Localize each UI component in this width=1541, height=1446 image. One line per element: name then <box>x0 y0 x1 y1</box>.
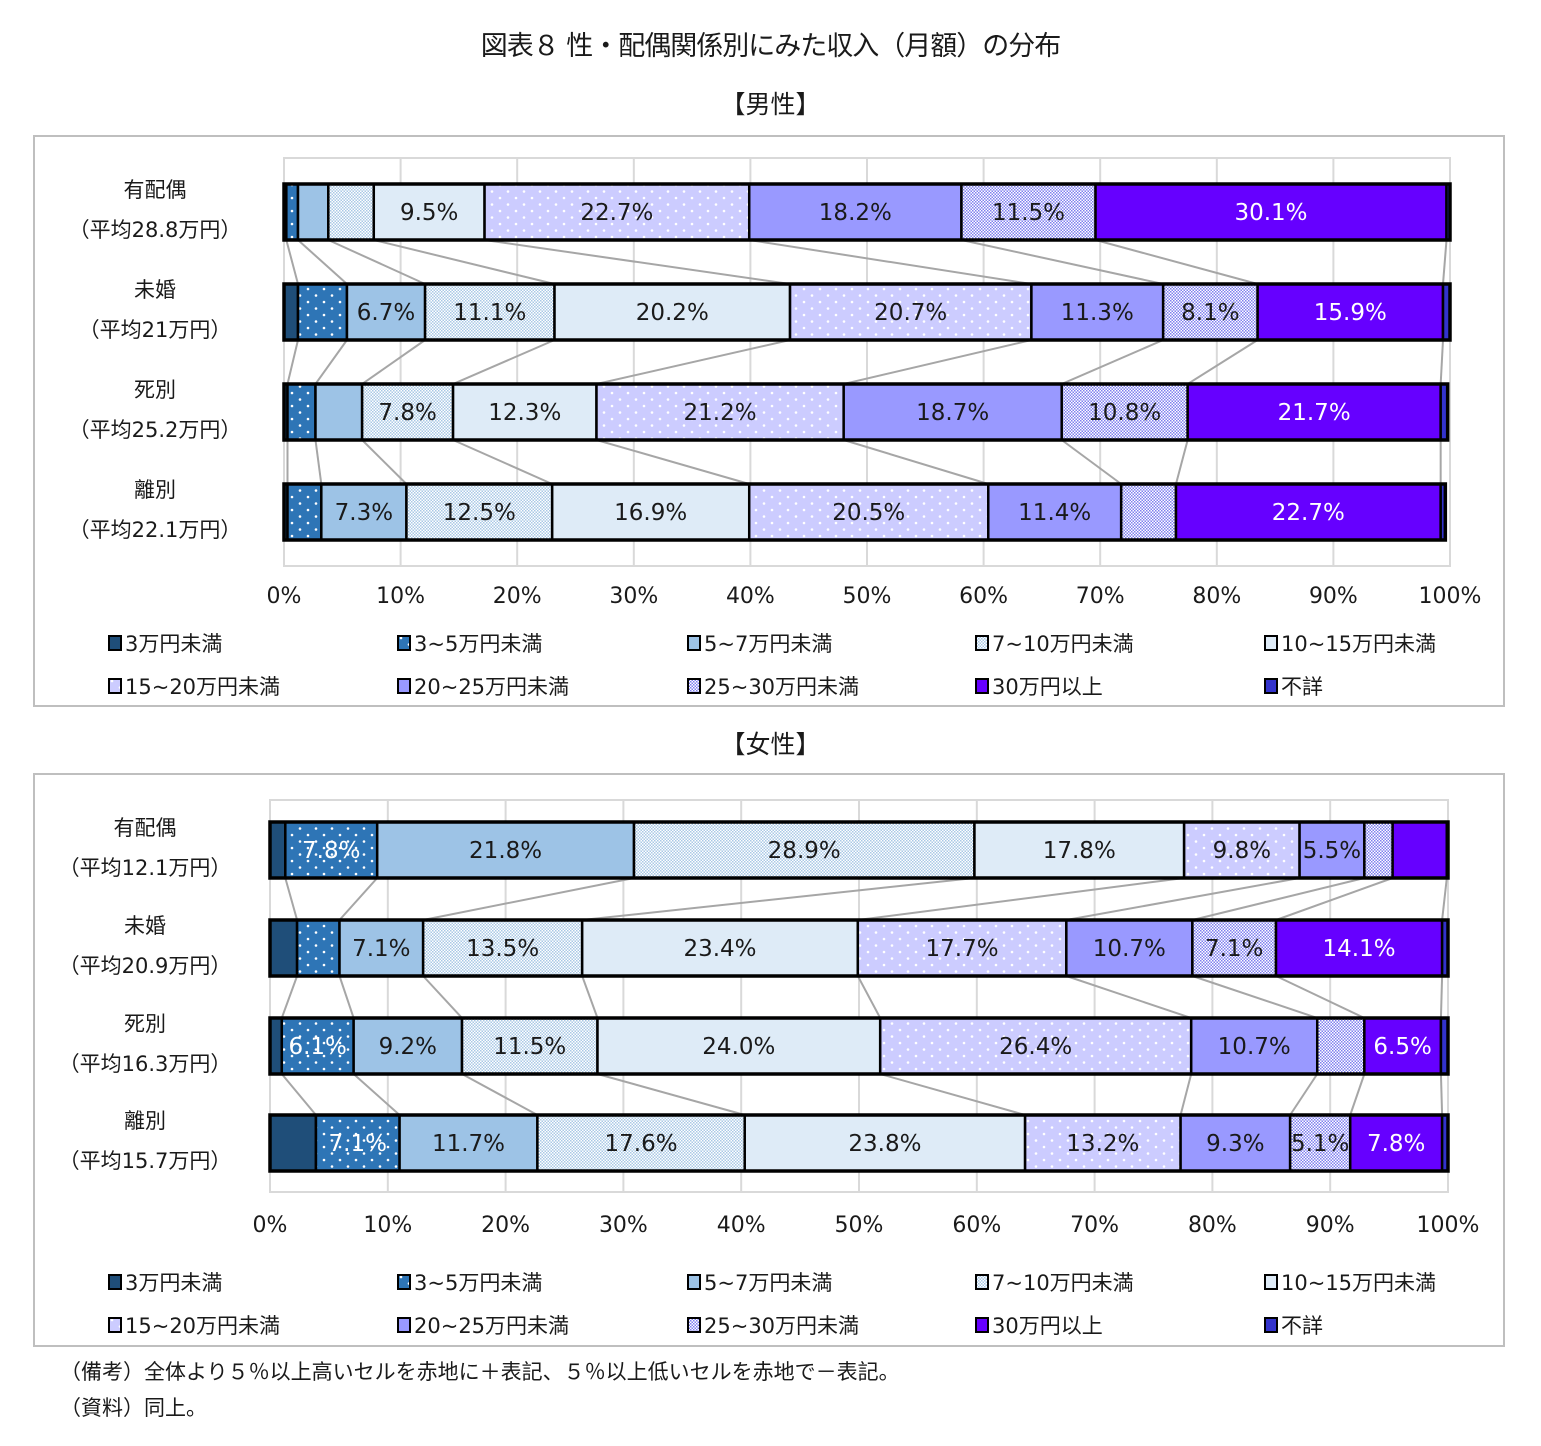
figure-title: 図表８ 性・配偶関係別にみた収入（月額）の分布 <box>480 31 1062 62</box>
female-chart-panel <box>33 773 1505 1347</box>
male-chart-panel <box>33 135 1505 707</box>
male-chart-title: 【男性】 <box>720 90 821 119</box>
female-chart-title: 【女性】 <box>720 730 821 759</box>
note-source: （資料）同上。 <box>60 1396 207 1420</box>
note-remarks: （備考）全体より５％以上高いセルを赤地に＋表記、５％以上低いセルを赤地で－表記。 <box>60 1360 900 1384</box>
